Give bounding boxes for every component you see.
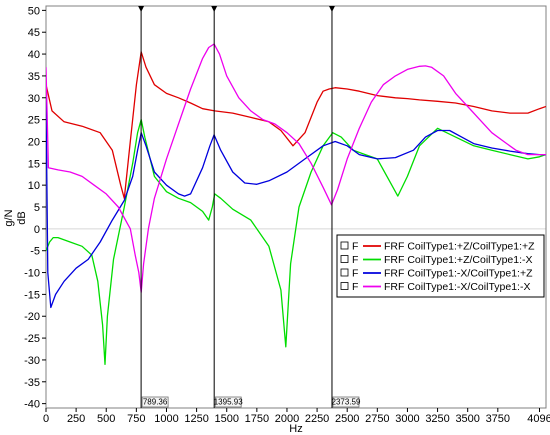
cursor-marker[interactable]	[138, 6, 145, 12]
legend-entry: FRF CoilType1:-X/CoilType1:-X	[384, 281, 530, 293]
y-tick-label: 25	[28, 115, 40, 127]
y-axis-label-top: g/N	[3, 209, 15, 226]
y-tick-label: 50	[28, 5, 40, 17]
cursor-value-box	[332, 396, 360, 408]
x-tick-label: 4096	[527, 413, 550, 425]
x-tick-label: 250	[67, 413, 85, 425]
y-tick-label: -5	[30, 246, 40, 258]
series-line-2	[46, 118, 546, 365]
y-axis-title: g/N dB	[3, 209, 28, 226]
y-tick-label: 35	[28, 71, 40, 83]
cursor-marker[interactable]	[211, 6, 218, 12]
y-tick-label: 20	[28, 136, 40, 148]
x-axis-label: Hz	[289, 423, 302, 435]
cursor-value-box	[141, 396, 169, 408]
legend: F FRF CoilType1:+Z/CoilType1:+Z F FRF CoilT…	[336, 234, 545, 298]
y-tick-label: -15	[24, 289, 40, 301]
x-tick-label: 3000	[395, 413, 419, 425]
cursor-value-box	[214, 396, 242, 408]
legend-flag: F	[352, 254, 358, 266]
x-tick-label: 1750	[245, 413, 269, 425]
x-tick-label: 3500	[455, 413, 479, 425]
x-tick-label: 3250	[425, 413, 449, 425]
x-tick-label: 2250	[305, 413, 329, 425]
x-tick-label: 0	[43, 413, 49, 425]
legend-entry: FRF CoilType1:+Z/CoilType1:+Z	[384, 241, 535, 253]
legend-checkbox[interactable]	[340, 282, 349, 290]
cursor-value-label: 789.36	[143, 398, 168, 407]
x-tick-label: 2500	[335, 413, 359, 425]
series-line-3	[46, 97, 546, 309]
series-group	[46, 43, 546, 365]
x-ticks: 0 250 500 750 1000 1250 1500 1750 2000 2250 2500 27…	[43, 408, 550, 425]
y-tick-label: -30	[24, 355, 40, 367]
y-tick-label: -35	[24, 377, 40, 389]
y-tick-label: 45	[28, 27, 40, 39]
y-tick-label: 15	[28, 158, 40, 170]
legend-checkbox[interactable]	[340, 241, 349, 250]
x-tick-label: 1500	[214, 413, 238, 425]
y-tick-label: -10	[24, 268, 40, 280]
series-line-1	[46, 51, 546, 199]
legend-flag: F	[352, 241, 358, 253]
cursor-marker[interactable]	[328, 6, 335, 12]
y-tick-label: 30	[28, 93, 40, 105]
legend-entry: FRF CoilType1:-X/CoilType1:+Z	[384, 268, 533, 280]
x-tick-label: 2750	[365, 413, 389, 425]
legend-checkbox[interactable]	[340, 268, 349, 277]
x-tick-label: 750	[127, 413, 145, 425]
cursors[interactable]: 789.36 1395.93 2373.59	[138, 6, 361, 408]
y-tick-label: 5	[34, 202, 40, 214]
cursor-value-label: 2373.59	[332, 398, 361, 407]
y-tick-label: -25	[24, 333, 40, 345]
x-tick-label: 1000	[154, 413, 178, 425]
legend-entry: FRF CoilType1:+Z/CoilType1:-X	[384, 254, 533, 266]
y-tick-label: 10	[28, 180, 40, 192]
y-tick-label: -20	[24, 311, 40, 323]
x-tick-label: 500	[97, 413, 115, 425]
x-tick-label: 2000	[275, 413, 299, 425]
y-tick-label: 0	[34, 224, 40, 236]
series-line-4	[46, 43, 546, 293]
legend-flag: F	[352, 281, 358, 293]
x-tick-label: 3750	[486, 413, 510, 425]
y-axis-label-bottom: dB	[16, 211, 28, 224]
y-tick-label: 40	[28, 49, 40, 61]
x-tick-label: 1250	[184, 413, 208, 425]
cursor-value-label: 1395.93	[214, 398, 243, 407]
y-tick-label: -40	[24, 399, 40, 411]
y-ticks: -40 -35 -30 -25 -20 -15 -10 -5 0 5 10 15 20 25 30 35 40 4…	[24, 5, 46, 411]
legend-flag: F	[352, 268, 358, 280]
legend-checkbox[interactable]	[340, 255, 349, 263]
